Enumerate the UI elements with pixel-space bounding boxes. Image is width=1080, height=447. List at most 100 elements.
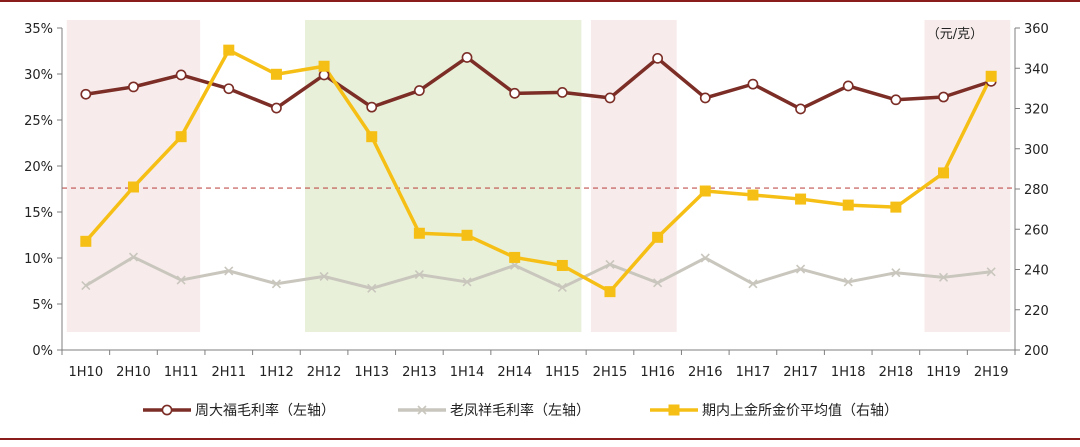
circle-marker	[161, 404, 173, 416]
circle-marker	[413, 85, 425, 96]
x-marker	[417, 405, 427, 415]
series-markers-3	[80, 44, 997, 298]
shaded-regions	[66, 20, 1011, 332]
bottom-border	[0, 438, 1080, 440]
series-markers-1	[80, 52, 997, 115]
circle-marker	[366, 101, 378, 113]
square-marker	[795, 193, 807, 205]
x-marker	[938, 272, 949, 282]
square-marker	[80, 235, 92, 247]
x-marker	[986, 267, 996, 277]
square-marker	[509, 251, 521, 263]
x-marker	[557, 282, 567, 293]
x-marker	[796, 264, 806, 274]
circle-marker	[175, 69, 187, 81]
circle-marker	[461, 52, 473, 63]
x-tick-label: 1H18	[831, 365, 866, 380]
x-marker	[414, 269, 424, 280]
x-marker	[843, 277, 853, 287]
circle-marker	[652, 52, 664, 64]
legend-item-1: 周大福毛利率（左轴）	[143, 402, 335, 419]
right-tick-label: 360	[1024, 22, 1049, 37]
square-marker	[461, 229, 473, 241]
left-tick-label: 35%	[24, 22, 53, 37]
x-tick-label: 2H11	[211, 365, 246, 380]
square-marker	[604, 286, 616, 298]
square-marker	[413, 227, 425, 239]
x-marker	[176, 275, 186, 285]
x-tick-label: 1H14	[450, 365, 485, 380]
square-marker	[699, 185, 711, 197]
right-axis-unit: （元/克）	[927, 27, 983, 42]
square-marker	[747, 189, 759, 201]
x-tick-label: 1H17	[736, 365, 771, 380]
x-marker	[128, 252, 139, 262]
circle-marker	[271, 102, 282, 114]
x-tick-label: 2H17	[783, 365, 818, 380]
series-line-2	[85, 255, 992, 290]
circle-marker	[699, 92, 711, 104]
square-marker	[318, 60, 330, 72]
square-marker	[985, 70, 997, 82]
x-marker	[81, 281, 91, 291]
square-marker	[366, 131, 378, 143]
circle-marker	[795, 103, 806, 115]
right-tick-label: 240	[1024, 264, 1049, 279]
right-tick-label: 340	[1024, 62, 1049, 77]
x-tick-label: 1H16	[640, 365, 675, 380]
x-marker	[224, 266, 234, 276]
right-tick-label: 280	[1024, 183, 1049, 198]
x-tick-label: 2H12	[307, 365, 342, 380]
circle-marker	[842, 80, 854, 92]
left-tick-label: 5%	[32, 298, 53, 313]
right-tick-label: 320	[1024, 103, 1049, 118]
left-tick-label: 10%	[24, 252, 53, 267]
square-marker	[652, 231, 664, 243]
circle-marker	[604, 92, 616, 104]
circle-marker	[938, 91, 949, 103]
legend-label: 周大福毛利率（左轴）	[195, 402, 335, 419]
legend-label: 期内上金所金价平均值（右轴）	[702, 403, 898, 419]
x-tick-label: 1H12	[259, 365, 294, 380]
series-markers-2	[81, 252, 996, 293]
series-lines	[84, 48, 993, 294]
x-tick-label: 1H11	[164, 365, 199, 380]
x-marker	[462, 277, 472, 287]
left-tick-label: 30%	[24, 68, 53, 83]
circle-marker	[509, 87, 521, 99]
circle-marker	[128, 81, 139, 93]
shaded-region-3	[590, 20, 677, 332]
circle-marker	[80, 88, 92, 100]
legend-item-2: 老凤祥毛利率（左轴）	[398, 402, 590, 419]
series-line-3	[84, 48, 993, 294]
circle-marker	[223, 83, 235, 95]
legend: 周大福毛利率（左轴） 老凤祥毛利率（左轴） 期内上金所金价平均值（右轴）	[143, 402, 898, 419]
top-border	[0, 0, 1080, 2]
series-markers	[80, 44, 997, 298]
right-tick-label: 220	[1024, 304, 1049, 319]
x-tick-label: 2H19	[974, 365, 1009, 380]
x-marker	[748, 279, 758, 289]
shaded-region-2	[305, 20, 582, 332]
x-tick-label: 1H13	[354, 365, 389, 380]
x-tick-label: 2H18	[879, 365, 914, 380]
square-marker	[890, 201, 902, 213]
x-tick-label: 1H19	[926, 365, 961, 380]
x-marker	[700, 253, 710, 263]
square-marker	[175, 131, 187, 143]
square-marker	[938, 167, 950, 179]
x-tick-label: 2H15	[593, 365, 628, 380]
x-tick-label: 1H15	[545, 365, 580, 380]
x-tick-label: 2H16	[688, 365, 723, 380]
square-marker	[223, 44, 235, 56]
x-tick-label: 1H10	[69, 365, 104, 380]
series-line-1	[85, 55, 992, 111]
x-marker	[367, 283, 377, 293]
axes: 0% 5% 10% 15% 20% 25% 30% 35% 200 220 240 260 280 300…	[24, 22, 1049, 380]
left-tick-label: 25%	[24, 114, 53, 129]
x-marker	[319, 271, 329, 281]
legend-item-3: 期内上金所金价平均值（右轴）	[650, 403, 898, 419]
right-tick-label: 260	[1024, 223, 1049, 238]
left-tick-label: 0%	[32, 344, 53, 359]
